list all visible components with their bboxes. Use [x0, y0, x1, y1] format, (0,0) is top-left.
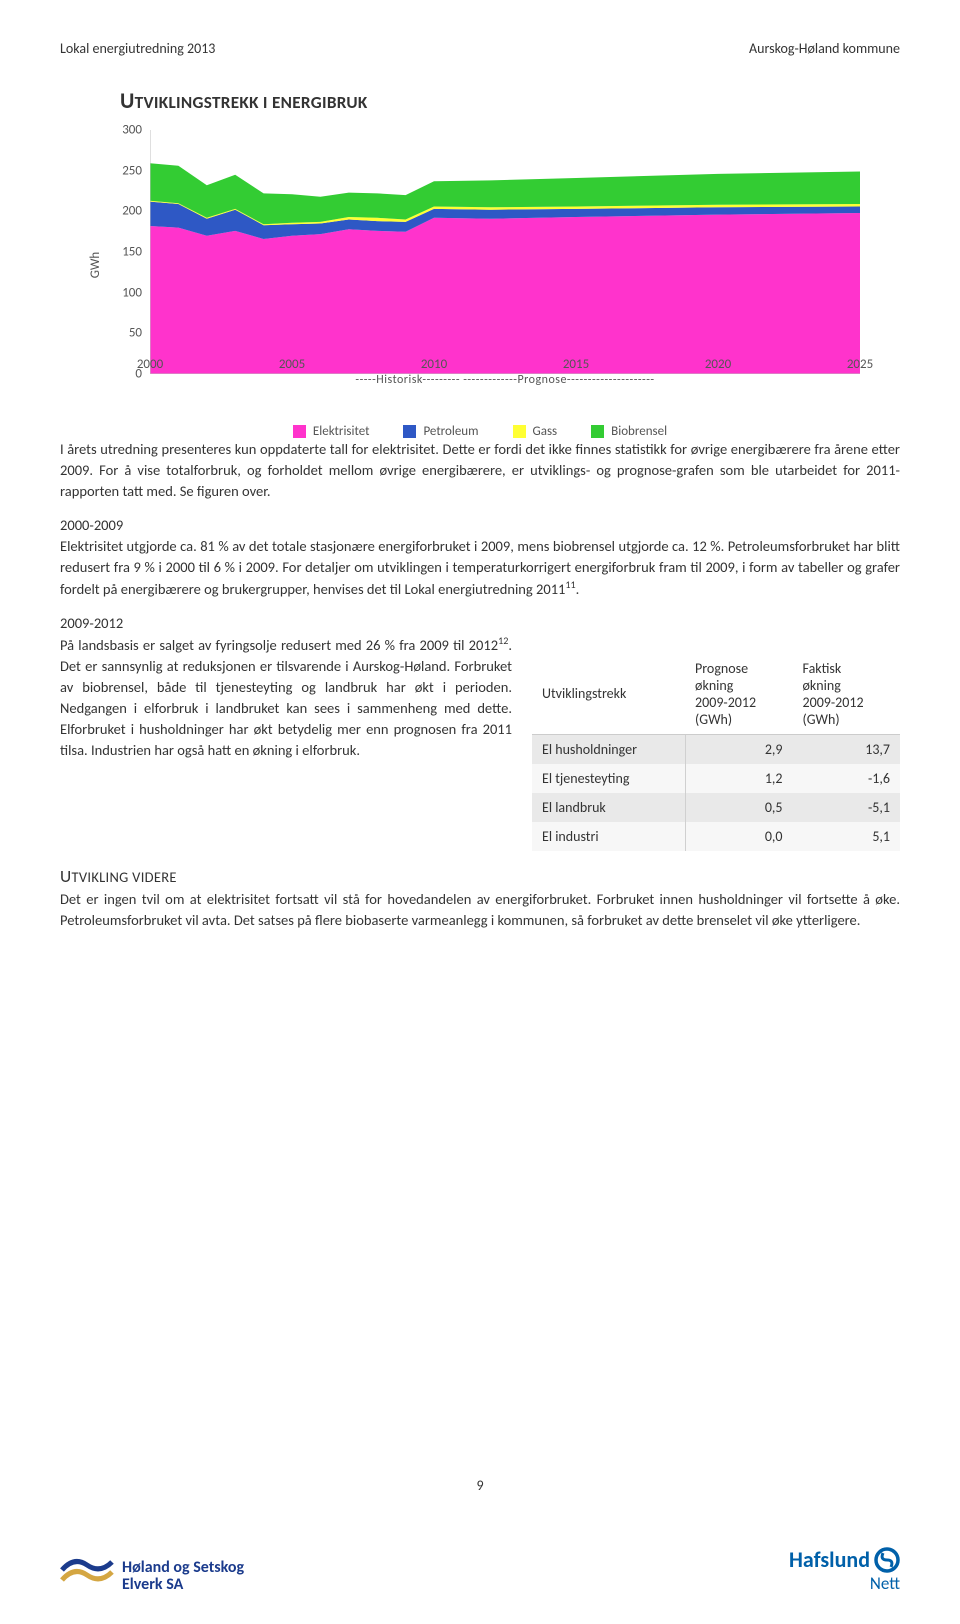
plot-area: [150, 130, 860, 374]
chart-title-rest: TVIKLINGSTREKK I ENERGIBRUK: [135, 92, 368, 113]
section-2009-2012-body: På landsbasis er salget av fyringsolje r…: [60, 634, 512, 761]
area-series: [150, 213, 860, 374]
page-header: Lokal energiutredning 2013 Aurskog-Hølan…: [60, 40, 900, 57]
row-value: 2,9: [685, 734, 792, 764]
page-number: 9: [0, 1477, 960, 1494]
section-utvikling-videre-head: UTVIKLING VIDERE: [60, 865, 900, 887]
legend-item: Elektrisitet: [293, 424, 370, 439]
legend-label: Biobrensel: [611, 424, 667, 439]
row-value: 1,2: [685, 764, 792, 793]
table-row: El industri0,05,1: [532, 822, 900, 851]
row-label: El landbruk: [532, 793, 685, 822]
x-tick-label: 2015: [563, 357, 589, 372]
utviklingstrekk-table: Utviklingstrekk Prognose økning 2009-201…: [532, 654, 900, 851]
legend-label: Petroleum: [423, 424, 478, 439]
row-value: 5,1: [793, 822, 900, 851]
row-value: 0,0: [685, 822, 792, 851]
legend-label: Gass: [533, 424, 558, 439]
footnote-11: 11: [565, 578, 575, 591]
legend-swatch: [403, 425, 416, 438]
y-tick-label: 100: [110, 285, 142, 300]
table-row: El landbruk0,5-5,1: [532, 793, 900, 822]
y-tick-label: 200: [110, 204, 142, 219]
x-tick-label: 2000: [137, 357, 163, 372]
y-tick-label: 150: [110, 245, 142, 260]
logo-left-line1: Høland og Setskog: [122, 1559, 244, 1577]
chart-title: UTVIKLINGSTREKK I ENERGIBRUK: [60, 87, 900, 114]
legend-item: Gass: [513, 424, 558, 439]
energy-area-chart: GWh -----Historisk--------- ------------…: [100, 130, 860, 400]
logo-left-line2: Elverk SA: [122, 1576, 244, 1594]
section-2000-2009-head: 2000-2009: [60, 516, 900, 534]
x-tick-label: 2020: [705, 357, 731, 372]
wave-icon: [60, 1540, 114, 1594]
header-right: Aurskog-Høland kommune: [749, 40, 900, 57]
sec1-text-b: .: [576, 580, 580, 598]
logo-hafslund: Hafslund Nett: [789, 1546, 900, 1594]
footnote-12: 12: [498, 634, 508, 647]
x-tick-label: 2010: [421, 357, 447, 372]
intro-paragraph: I årets utredning presenteres kun oppdat…: [60, 439, 900, 502]
legend-item: Petroleum: [403, 424, 478, 439]
row-value: 0,5: [685, 793, 792, 822]
section-utvikling-videre-body: Det er ingen tvil om at elektrisitet for…: [60, 889, 900, 931]
row-label: El husholdninger: [532, 734, 685, 764]
row-value: -1,6: [793, 764, 900, 793]
col-header-prognose: Prognose økning 2009-2012 (GWh): [685, 654, 792, 735]
sec2-text-a: På landsbasis er salget av fyringsolje r…: [60, 636, 498, 654]
sec2-text-b: . Det er sannsynlig at reduksjonen er ti…: [60, 636, 512, 759]
table-header-row: Utviklingstrekk Prognose økning 2009-201…: [532, 654, 900, 735]
y-tick-label: 50: [110, 326, 142, 341]
logo-right-name: Hafslund: [789, 1546, 870, 1573]
legend-item: Biobrensel: [591, 424, 667, 439]
logo-right-sub: Nett: [789, 1573, 900, 1594]
header-left: Lokal energiutredning 2013: [60, 40, 215, 57]
page-footer: Høland og Setskog Elverk SA Hafslund Net…: [60, 1540, 900, 1594]
two-column-layout: På landsbasis er salget av fyringsolje r…: [60, 634, 900, 851]
row-label: El tjenesteyting: [532, 764, 685, 793]
y-tick-label: 300: [110, 123, 142, 138]
sec1-text-a: Elektrisitet utgjorde ca. 81 % av det to…: [60, 537, 900, 598]
hafslund-icon: [874, 1547, 900, 1573]
table-row: El husholdninger2,913,7: [532, 734, 900, 764]
col-header-faktisk: Faktisk økning 2009-2012 (GWh): [793, 654, 900, 735]
y-tick-label: 250: [110, 163, 142, 178]
x-tick-label: 2005: [279, 357, 305, 372]
chart-legend: Elektrisitet Petroleum Gass Biobrensel: [60, 424, 900, 439]
col-header-trend: Utviklingstrekk: [532, 654, 685, 735]
table-row: El tjenesteyting1,2-1,6: [532, 764, 900, 793]
logo-holand-setskog: Høland og Setskog Elverk SA: [60, 1540, 244, 1594]
x-axis-caption: -----Historisk--------- -------------Pro…: [150, 373, 860, 387]
chart-title-cap: U: [120, 87, 135, 114]
legend-swatch: [591, 425, 604, 438]
legend-label: Elektrisitet: [313, 424, 370, 439]
legend-swatch: [513, 425, 526, 438]
row-value: -5,1: [793, 793, 900, 822]
row-label: El industri: [532, 822, 685, 851]
legend-swatch: [293, 425, 306, 438]
section-2009-2012-head: 2009-2012: [60, 614, 900, 632]
y-axis-label: GWh: [88, 252, 103, 279]
sec3-head-rest: TVIKLING VIDERE: [71, 868, 176, 886]
row-value: 13,7: [793, 734, 900, 764]
x-tick-label: 2025: [847, 357, 873, 372]
section-2000-2009-body: Elektrisitet utgjorde ca. 81 % av det to…: [60, 536, 900, 600]
